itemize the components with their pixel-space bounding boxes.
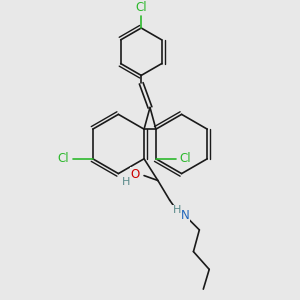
Text: O: O xyxy=(130,168,140,181)
Text: H: H xyxy=(172,205,181,215)
Text: Cl: Cl xyxy=(135,1,147,14)
Text: Cl: Cl xyxy=(57,152,69,165)
Text: H: H xyxy=(122,176,130,187)
Text: Cl: Cl xyxy=(180,152,191,165)
Text: N: N xyxy=(181,208,190,222)
